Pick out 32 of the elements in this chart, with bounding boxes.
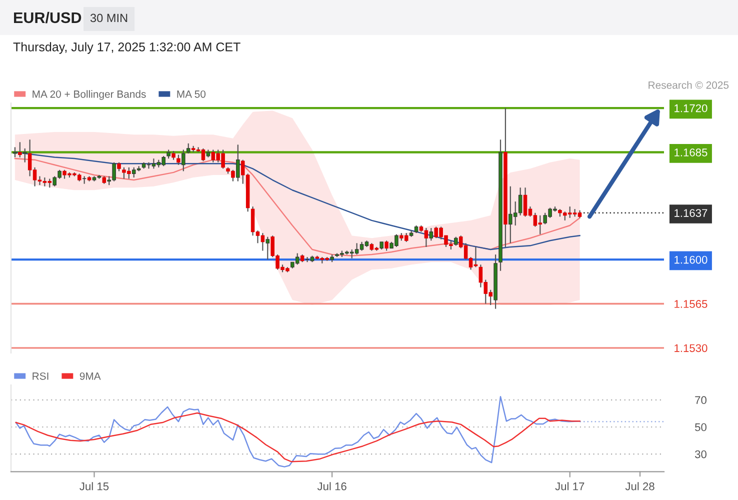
- candlestick: [186, 142, 190, 154]
- y-tick-label: 1.1720: [674, 104, 708, 112]
- legend-label: MA 50: [177, 90, 206, 98]
- chart-subtitle: Thursday, July 17, 2025 1:32:00 AM CET: [13, 42, 240, 54]
- line-series: [15, 412, 580, 462]
- y-tick-label: 1.1685: [674, 148, 708, 156]
- text: Jul 28: [625, 482, 654, 490]
- y-tick-label: 30: [694, 450, 706, 458]
- legend-label: MA 20 + Bollinger Bands: [32, 90, 146, 100]
- candlestick: [176, 154, 180, 166]
- candlestick: [266, 236, 270, 260]
- candlestick: [13, 146, 17, 158]
- candlestick: [18, 142, 22, 158]
- x-tick-label: Jul 16: [317, 482, 346, 490]
- y-tick-label: 1.1530: [674, 344, 708, 352]
- chart-title: EUR/USD: [14, 12, 82, 24]
- legend-label: RSI: [32, 372, 48, 380]
- candlestick: [429, 227, 434, 242]
- candlestick: [182, 149, 186, 172]
- candlestick: [22, 148, 27, 163]
- y-tick-label: 1.1600: [674, 256, 708, 264]
- text: 30 MIN: [90, 14, 128, 22]
- y-tick-label: 1.1637: [674, 209, 708, 217]
- y-tick-label: 70: [695, 396, 706, 404]
- y-tick-label: 50: [695, 423, 706, 432]
- x-tick-label: Jul 17: [555, 482, 584, 490]
- text: Research © 2025: [648, 81, 729, 89]
- x-tick-label: Jul 15: [80, 482, 109, 490]
- candlestick: [236, 144, 240, 182]
- candlestick: [384, 240, 388, 252]
- y-tick-label: 1.1565: [674, 300, 708, 308]
- legend-label: 9MA: [80, 372, 101, 380]
